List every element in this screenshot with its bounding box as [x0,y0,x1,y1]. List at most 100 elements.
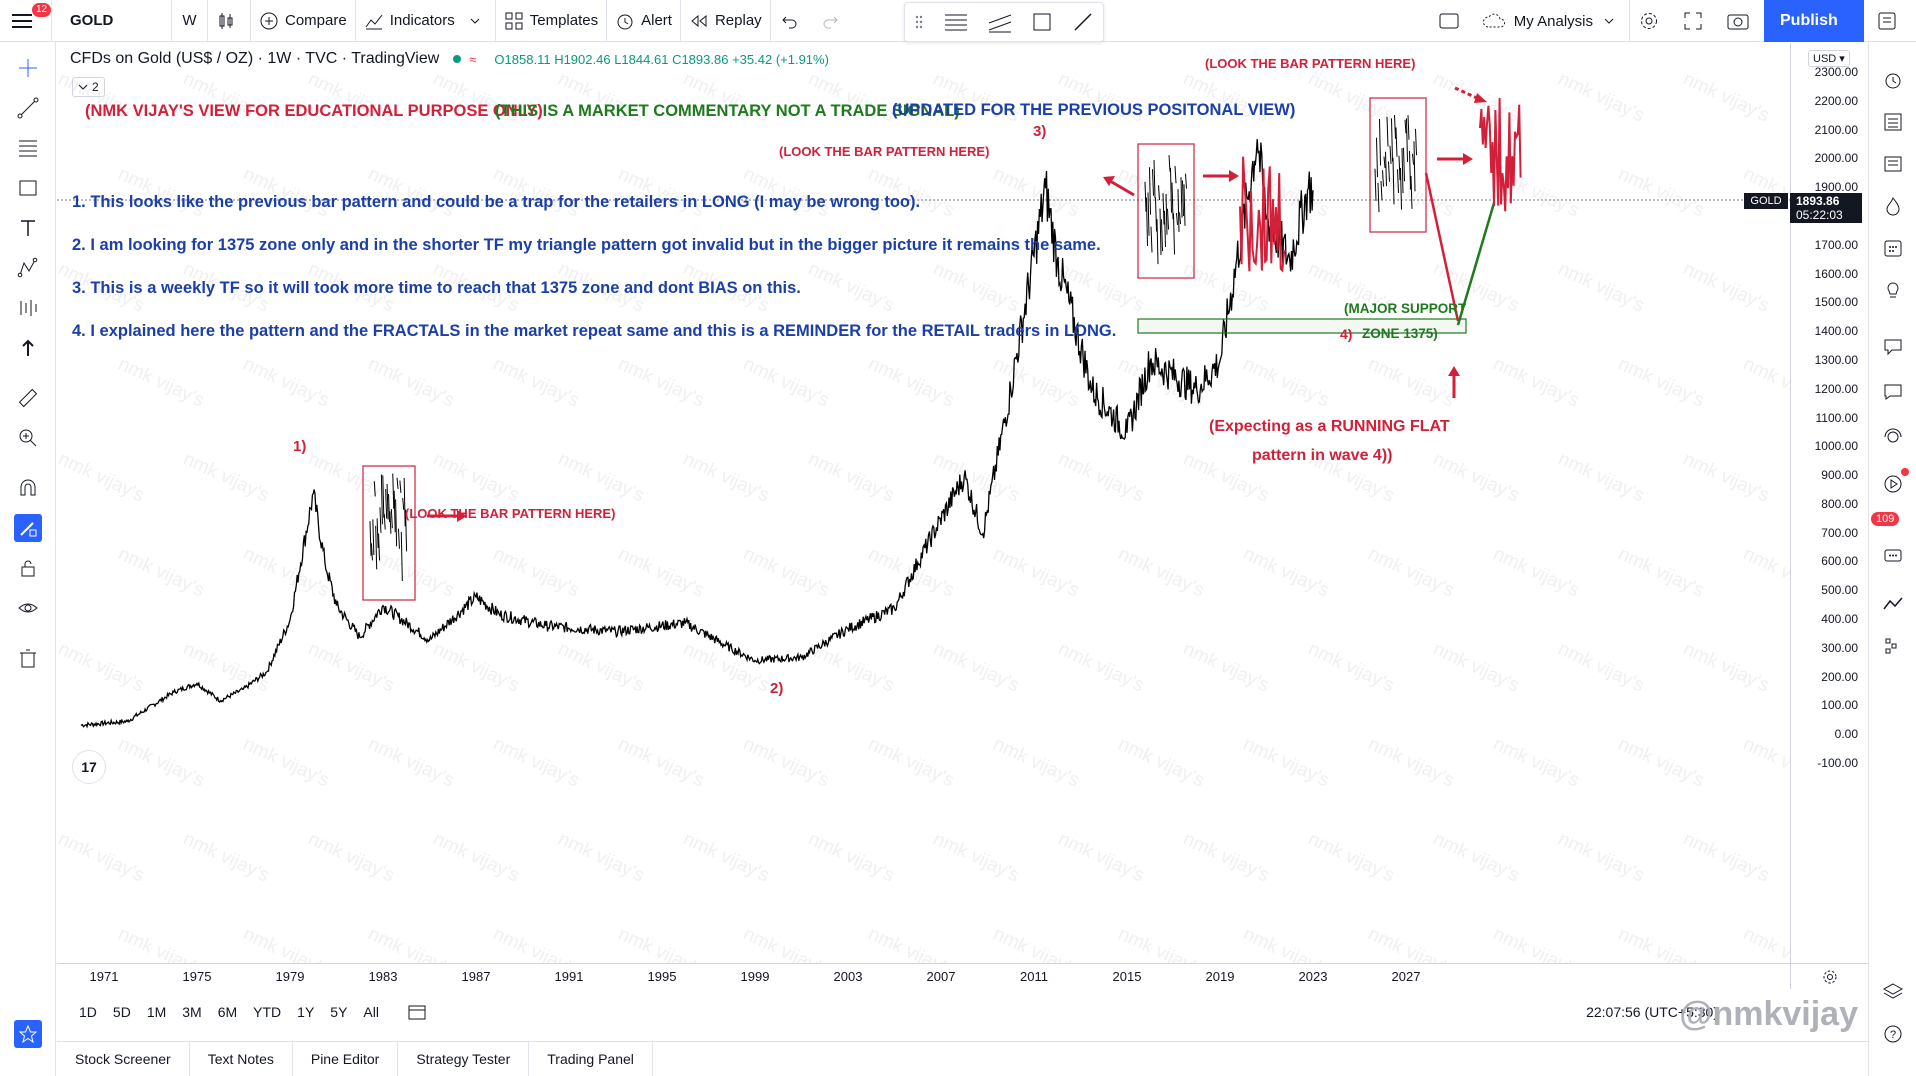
magnet-tool[interactable] [14,474,42,502]
redo-button[interactable] [813,0,855,42]
zoom-tool[interactable] [14,424,42,452]
fullscreen-icon [1684,12,1702,30]
text-tool[interactable] [14,214,42,242]
range-option[interactable]: 1Y [297,1004,315,1020]
time-axis[interactable]: 1971 1975 1979 1983 1987 1991 1995 1999 2003 2007… [57,963,1790,989]
range-option[interactable]: 6M [217,1004,238,1020]
pattern-box-1[interactable] [362,465,416,601]
remove-drawings-tool[interactable] [14,644,42,672]
patterns-tool[interactable] [14,254,42,282]
parallel-channel-icon[interactable] [987,11,1013,33]
compare-button[interactable]: Compare [251,0,356,42]
alarm-sidebar-button[interactable] [1879,66,1907,94]
tradingview-logo-icon[interactable]: 17 [72,750,106,784]
stay-in-drawing-mode[interactable] [14,514,42,542]
crosshair-tool[interactable] [14,54,42,82]
indicators-button[interactable]: Indicators [356,0,496,42]
undo-button[interactable] [771,0,813,42]
arrow-up-icon [22,339,34,356]
rectangle-tool-icon [19,180,37,196]
volatility-bar [1380,181,1383,201]
symbol-search-button[interactable]: GOLD [52,0,172,42]
volatility-bar [1407,115,1410,140]
dom-button[interactable] [1879,632,1907,660]
volatility-bar [1401,148,1404,194]
drag-handle-icon[interactable] [914,12,924,32]
bottom-tab[interactable]: Stock Screener [57,1041,190,1076]
chats-button[interactable] [1879,332,1907,360]
chart-settings-button[interactable] [1630,0,1674,42]
horizontal-lines-icon[interactable] [943,11,969,33]
legend-collapse-button[interactable]: 2 [72,77,105,97]
pattern-box-3[interactable] [1137,143,1195,279]
news-button[interactable] [1879,150,1907,178]
snapshot-button[interactable] [1718,0,1764,42]
range-option[interactable]: All [363,1004,379,1020]
chart-pane[interactable]: nmk vijay's nmk vijay's nmk vijay's nmk vij… [57,43,1791,963]
streams-button[interactable] [1879,378,1907,406]
trendline-tool[interactable] [14,94,42,122]
bottom-tab[interactable]: Pine Editor [293,1041,399,1076]
range-option[interactable]: YTD [253,1004,282,1020]
watermark-text: nmk vijay's [990,923,1083,963]
currency-select[interactable]: USD ▾ [1808,50,1850,67]
measure-tool[interactable] [14,384,42,412]
volatility-bar [1176,213,1178,226]
notifications-button[interactable] [1879,542,1907,570]
hide-drawings-tool[interactable] [14,594,42,622]
replay-button[interactable]: Replay [681,0,771,42]
lightbulb-icon [1887,282,1899,298]
select-layout-button[interactable] [1430,0,1474,42]
range-option[interactable]: 1M [146,1004,167,1020]
alert-button[interactable]: Alert [607,0,681,42]
calendar-button[interactable] [1879,234,1907,262]
hotlists-button[interactable] [1879,192,1907,220]
data-window-button[interactable] [1879,108,1907,136]
main-menu-button[interactable]: 12 [0,0,52,42]
price-axis[interactable]: 2300.002200.002100.002000.001900.001800.… [1790,43,1868,963]
bottom-tab[interactable]: Text Notes [190,1041,293,1076]
ohlc-high: H1902.46 [554,51,611,67]
watchlist-toggle[interactable] [1864,0,1916,42]
ideas-button[interactable] [1879,276,1907,304]
bottom-tab[interactable]: Trading Panel [529,1041,653,1076]
axis-settings-button[interactable] [1790,963,1868,989]
layout-name-button[interactable]: My Analysis [1474,0,1630,42]
shapes-tool[interactable] [14,174,42,202]
live-streams-button[interactable] [1879,468,1909,498]
community-button[interactable] [14,1020,42,1048]
help-button[interactable]: ? [1879,1020,1907,1048]
lock-drawings-tool[interactable] [14,554,42,582]
fib-tool[interactable] [14,134,42,162]
range-option[interactable]: 1D [79,1004,97,1020]
interval-button[interactable]: W [172,0,208,42]
prediction-tool[interactable] [14,294,42,322]
support-zone-box[interactable] [1137,318,1467,334]
bottom-tab[interactable]: Strategy Tester [398,1041,530,1076]
publish-button[interactable]: Publish [1764,0,1864,42]
range-option[interactable]: 3M [182,1004,202,1020]
rectangle-tool-icon[interactable] [1031,11,1053,33]
layers-button[interactable] [1879,978,1907,1006]
chart-legend[interactable]: CFDs on Gold (US$ / OZ) · 1W · TVC · Tra… [70,50,829,68]
arrow-tool[interactable] [14,334,42,362]
volatility-bar [1179,212,1181,225]
range-option[interactable]: 5D [112,1004,131,1020]
idea-stream-button[interactable] [1879,424,1907,452]
support-zone-label: ZONE 1375) [1362,326,1438,341]
fullscreen-button[interactable] [1674,0,1718,42]
goto-date-icon[interactable] [407,1003,429,1021]
projection-up-line[interactable] [1456,202,1496,326]
pattern-box-current[interactable] [1369,97,1427,233]
templates-button[interactable]: Templates [496,0,608,42]
trend-line-icon[interactable] [1072,11,1094,33]
price-tick: 1600.00 [1814,266,1858,281]
timezone-clock[interactable]: 22:07:56 (UTC+5:30) [1586,1004,1718,1020]
range-option[interactable]: 5Y [330,1004,348,1020]
volatility-bar [373,481,376,497]
trading-button[interactable] [1879,590,1907,618]
trash-icon [20,649,36,668]
chart-type-button[interactable] [208,0,251,42]
time-tick: 1995 [647,969,677,984]
projection-down-line[interactable] [1424,172,1460,322]
